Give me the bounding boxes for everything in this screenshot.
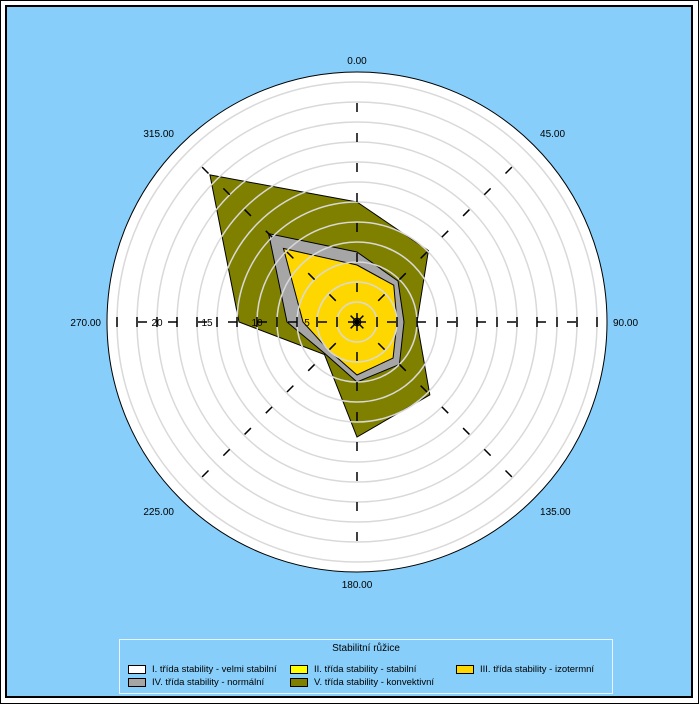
direction-label-45.00: 45.00 [540,129,565,140]
spoke-135.00 [356,321,528,493]
polar-chart: 5 10 15 20 0.00 45.00 90.00 135.00 180.00 225.00 2… [70,56,638,591]
legend-swatch-class-4 [128,678,146,687]
direction-label-225.00: 225.00 [143,507,174,518]
direction-label-315.00: 315.00 [143,129,174,140]
legend-swatch-class-1 [128,665,146,674]
labels-layer: 5 10 15 20 0.00 45.00 90.00 135.00 180.00 225.00 2… [70,56,638,591]
legend-swatch-class-3 [456,665,474,674]
spoke-45.00 [356,151,528,323]
radial-tick-label: 5 [304,318,310,329]
axes-layer [116,81,598,563]
direction-label-270.00: 270.00 [70,318,101,329]
legend-swatch-class-2 [290,665,308,674]
legend-title: Stabilitní růžice [332,643,400,654]
spoke-315.00 [186,151,358,323]
spoke-225.00 [186,321,358,493]
center-marker [354,319,360,325]
legend-label-class-5: V. třída stability - konvektivní [314,677,435,688]
radial-tick-label: 15 [201,318,213,329]
legend-swatch-class-5 [290,678,308,687]
radial-tick-label: 10 [251,318,263,329]
direction-label-90.00: 90.00 [613,318,638,329]
legend: Stabilitní růžice I. třída stability - v… [119,639,613,694]
legend-label-class-3: III. třída stability - izotermní [480,664,595,675]
chart-panel: 5 10 15 20 0.00 45.00 90.00 135.00 180.00 225.00 2… [5,5,693,698]
legend-label-class-1: I. třída stability - velmi stabilní [152,664,277,675]
direction-label-0.00: 0.00 [347,56,367,67]
direction-label-180.00: 180.00 [342,580,373,591]
legend-label-class-2: II. třída stability - stabilní [314,664,417,675]
direction-label-135.00: 135.00 [540,507,571,518]
legend-label-class-4: IV. třída stability - normální [152,677,265,688]
radial-tick-label: 20 [151,318,163,329]
